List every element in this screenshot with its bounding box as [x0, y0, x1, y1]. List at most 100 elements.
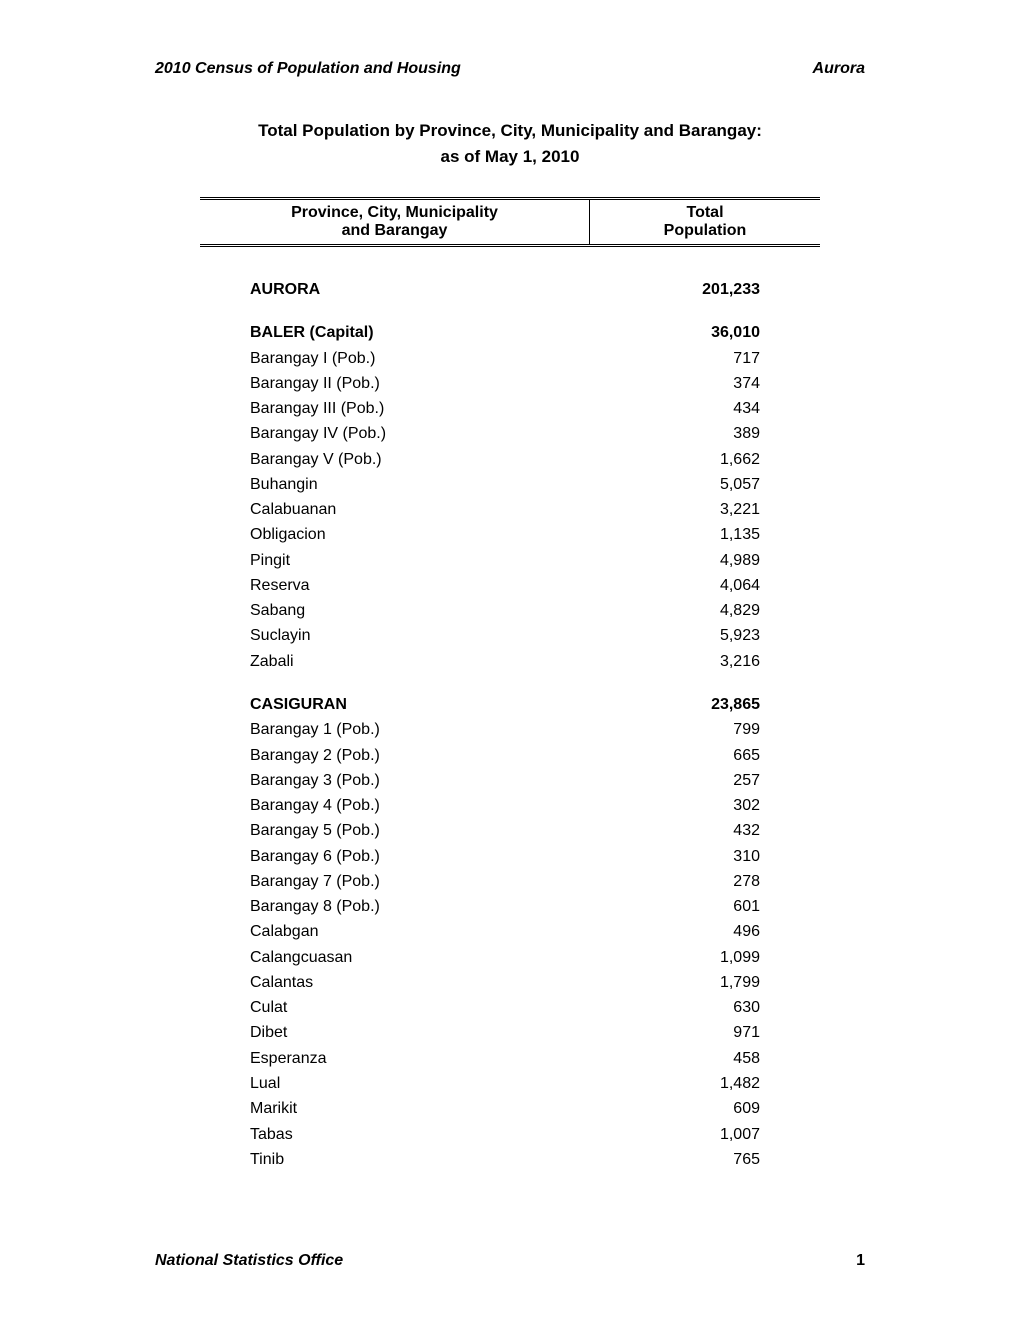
row-value: 5,923 [590, 623, 820, 648]
row-value: 3,216 [590, 649, 820, 674]
row-name: Obligacion [200, 522, 590, 547]
page-title: Total Population by Province, City, Muni… [155, 118, 865, 169]
row-value: 4,064 [590, 573, 820, 598]
row-name: Sabang [200, 598, 590, 623]
table-row: Barangay 4 (Pob.)302 [200, 793, 820, 818]
row-name: Suclayin [200, 623, 590, 648]
row-value: 278 [590, 869, 820, 894]
table-row: Sabang4,829 [200, 598, 820, 623]
row-name: Barangay IV (Pob.) [200, 421, 590, 446]
row-name: Barangay 7 (Pob.) [200, 869, 590, 894]
table-row: Barangay 2 (Pob.)665 [200, 743, 820, 768]
row-value: 4,989 [590, 548, 820, 573]
row-name: Barangay 8 (Pob.) [200, 894, 590, 919]
table-row: Calabgan496 [200, 919, 820, 944]
row-value: 601 [590, 894, 820, 919]
table-row: Barangay I (Pob.)717 [200, 346, 820, 371]
spacer-row [200, 302, 820, 320]
table-row: BALER (Capital)36,010 [200, 320, 820, 345]
column-header-name: Province, City, Municipality and Baranga… [200, 200, 590, 244]
table-row: Calabuanan3,221 [200, 497, 820, 522]
col-right-line2: Population [590, 222, 820, 240]
row-name: Dibet [200, 1020, 590, 1045]
row-name: Barangay III (Pob.) [200, 396, 590, 421]
row-value: 458 [590, 1046, 820, 1071]
row-name: BALER (Capital) [200, 320, 590, 345]
row-name: Zabali [200, 649, 590, 674]
row-value: 36,010 [590, 320, 820, 345]
row-value: 434 [590, 396, 820, 421]
row-name: CASIGURAN [200, 692, 590, 717]
row-name: Esperanza [200, 1046, 590, 1071]
row-name: Barangay 2 (Pob.) [200, 743, 590, 768]
row-name: Pingit [200, 548, 590, 573]
table-row: Obligacion1,135 [200, 522, 820, 547]
title-line1: Total Population by Province, City, Muni… [155, 118, 865, 144]
table-row: Pingit4,989 [200, 548, 820, 573]
spacer-row [200, 674, 820, 692]
col-left-line2: and Barangay [200, 222, 589, 240]
row-name: Calantas [200, 970, 590, 995]
table-row: Dibet971 [200, 1020, 820, 1045]
row-name: Barangay 3 (Pob.) [200, 768, 590, 793]
table-row: Calangcuasan1,099 [200, 945, 820, 970]
table-row: Tinib765 [200, 1147, 820, 1172]
col-right-line1: Total [590, 204, 820, 222]
column-headers: Province, City, Municipality and Baranga… [200, 197, 820, 247]
row-value: 3,221 [590, 497, 820, 522]
population-table: Province, City, Municipality and Baranga… [200, 197, 820, 1172]
row-name: AURORA [200, 277, 590, 302]
row-value: 389 [590, 421, 820, 446]
row-name: Barangay II (Pob.) [200, 371, 590, 396]
row-value: 1,482 [590, 1071, 820, 1096]
table-row: Buhangin5,057 [200, 472, 820, 497]
table-row: Esperanza458 [200, 1046, 820, 1071]
row-value: 665 [590, 743, 820, 768]
row-value: 201,233 [590, 277, 820, 302]
table-row: Barangay 8 (Pob.)601 [200, 894, 820, 919]
row-name: Calabgan [200, 919, 590, 944]
row-name: Barangay 5 (Pob.) [200, 818, 590, 843]
row-value: 302 [590, 793, 820, 818]
page-header: 2010 Census of Population and Housing Au… [155, 60, 865, 78]
row-value: 1,662 [590, 447, 820, 472]
footer-page-number: 1 [856, 1252, 865, 1270]
row-name: Lual [200, 1071, 590, 1096]
row-name: Barangay 1 (Pob.) [200, 717, 590, 742]
row-name: Buhangin [200, 472, 590, 497]
header-right: Aurora [813, 60, 865, 78]
row-value: 257 [590, 768, 820, 793]
table-row: Barangay III (Pob.)434 [200, 396, 820, 421]
row-value: 23,865 [590, 692, 820, 717]
title-line2: as of May 1, 2010 [155, 144, 865, 170]
row-name: Tinib [200, 1147, 590, 1172]
spacer-row [200, 259, 820, 277]
row-value: 432 [590, 818, 820, 843]
table-row: Barangay 3 (Pob.)257 [200, 768, 820, 793]
table-row: Barangay IV (Pob.)389 [200, 421, 820, 446]
row-value: 765 [590, 1147, 820, 1172]
row-value: 1,799 [590, 970, 820, 995]
row-name: Calabuanan [200, 497, 590, 522]
table-body: AURORA201,233BALER (Capital)36,010Barang… [200, 247, 820, 1172]
row-value: 717 [590, 346, 820, 371]
row-value: 1,099 [590, 945, 820, 970]
table-row: CASIGURAN23,865 [200, 692, 820, 717]
table-row: Reserva4,064 [200, 573, 820, 598]
row-value: 799 [590, 717, 820, 742]
header-left: 2010 Census of Population and Housing [155, 60, 461, 78]
row-value: 496 [590, 919, 820, 944]
row-name: Barangay I (Pob.) [200, 346, 590, 371]
table-row: Barangay 1 (Pob.)799 [200, 717, 820, 742]
row-value: 1,007 [590, 1122, 820, 1147]
footer-org: National Statistics Office [155, 1252, 343, 1270]
row-value: 4,829 [590, 598, 820, 623]
row-name: Barangay 6 (Pob.) [200, 844, 590, 869]
row-name: Barangay 4 (Pob.) [200, 793, 590, 818]
col-left-line1: Province, City, Municipality [200, 204, 589, 222]
table-row: AURORA201,233 [200, 277, 820, 302]
row-value: 609 [590, 1096, 820, 1121]
table-row: Culat630 [200, 995, 820, 1020]
table-row: Marikit609 [200, 1096, 820, 1121]
row-name: Calangcuasan [200, 945, 590, 970]
